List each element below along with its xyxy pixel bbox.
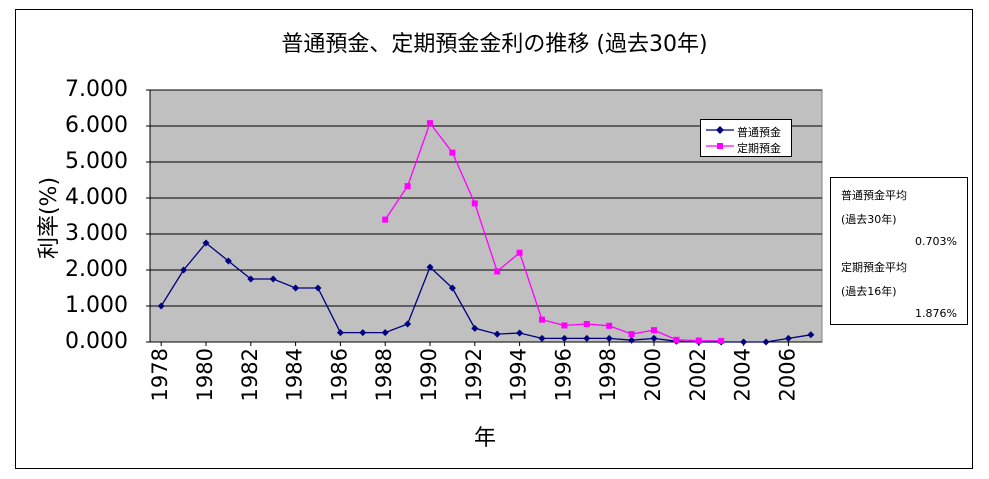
data-point-normal-deposit xyxy=(493,330,501,338)
data-point-normal-deposit xyxy=(471,324,479,332)
legend-swatch-normal xyxy=(706,126,734,134)
data-point-fixed-deposit xyxy=(561,322,568,329)
legend: 普通預金 定期預金 xyxy=(700,119,792,157)
data-point-normal-deposit xyxy=(583,334,591,342)
chart-title: 普通預金、定期預金金利の推移 (過去30年) xyxy=(281,32,708,57)
x-tick-label: 1990 xyxy=(417,348,441,401)
avg-normal-value: 0.703% xyxy=(915,235,957,248)
data-point-fixed-deposit xyxy=(382,216,389,223)
x-axis-label: 年 xyxy=(474,426,496,451)
avg-normal-period: (過去30年) xyxy=(841,213,897,226)
data-point-fixed-deposit xyxy=(494,268,501,275)
data-point-normal-deposit xyxy=(224,257,232,265)
x-tick-label: 1988 xyxy=(372,348,396,401)
x-tick-label: 2002 xyxy=(686,348,710,401)
data-point-fixed-deposit xyxy=(695,337,702,344)
legend-item-normal: 普通預金 xyxy=(705,123,791,139)
data-point-fixed-deposit xyxy=(673,336,680,343)
legend-swatch-fixed xyxy=(706,143,734,149)
data-point-normal-deposit xyxy=(740,338,748,346)
data-point-normal-deposit xyxy=(202,239,210,247)
avg-fixed-value: 1.876% xyxy=(915,307,957,320)
data-point-fixed-deposit xyxy=(471,200,478,207)
data-point-fixed-deposit xyxy=(718,337,725,344)
data-point-normal-deposit xyxy=(180,266,188,274)
data-point-normal-deposit xyxy=(247,275,255,283)
y-tick-label: 7.000 xyxy=(65,77,128,102)
x-tick-label: 1996 xyxy=(551,348,575,401)
data-point-normal-deposit xyxy=(426,263,434,271)
x-tick-label: 1978 xyxy=(148,348,172,401)
avg-fixed-title: 定期預金平均 xyxy=(841,261,907,274)
data-point-fixed-deposit xyxy=(516,249,523,256)
data-point-normal-deposit xyxy=(157,302,165,310)
x-tick-label: 2006 xyxy=(775,348,799,401)
legend-item-fixed: 定期預金 xyxy=(705,139,791,155)
data-point-normal-deposit xyxy=(784,334,792,342)
y-tick-label: 6.000 xyxy=(65,113,128,138)
x-tick-label: 1994 xyxy=(507,348,531,401)
data-point-normal-deposit xyxy=(381,329,389,337)
y-tick-label: 5.000 xyxy=(65,149,128,174)
data-point-fixed-deposit xyxy=(651,327,657,334)
x-tick-label: 1992 xyxy=(462,348,486,401)
y-tick-label: 0.000 xyxy=(65,329,128,354)
data-point-normal-deposit xyxy=(560,334,568,342)
x-tick-label: 2004 xyxy=(731,348,755,401)
data-point-fixed-deposit xyxy=(606,322,613,329)
x-tick-label: 2000 xyxy=(641,348,665,401)
y-tick-label: 4.000 xyxy=(65,185,128,210)
data-point-normal-deposit xyxy=(359,329,367,337)
data-point-normal-deposit xyxy=(538,334,546,342)
average-info-box: 普通預金平均 (過去30年) 0.703% 定期預金平均 (過去16年) 1.8… xyxy=(830,177,968,325)
data-point-normal-deposit xyxy=(314,284,322,292)
legend-label-fixed: 定期預金 xyxy=(737,142,781,155)
data-point-normal-deposit xyxy=(605,334,613,342)
data-point-normal-deposit xyxy=(762,338,770,346)
legend-label-normal: 普通預金 xyxy=(737,126,781,139)
data-point-normal-deposit xyxy=(516,329,524,337)
data-point-normal-deposit xyxy=(292,284,300,292)
data-point-fixed-deposit xyxy=(539,316,545,323)
x-tick-label: 1986 xyxy=(327,348,351,401)
y-tick-label: 1.000 xyxy=(65,293,128,318)
data-point-normal-deposit xyxy=(404,320,412,328)
x-tick-label: 1998 xyxy=(596,348,620,401)
y-tick-label: 3.000 xyxy=(65,221,128,246)
data-point-normal-deposit xyxy=(448,284,456,292)
data-point-normal-deposit xyxy=(650,334,658,342)
y-tick-label: 2.000 xyxy=(65,257,128,282)
y-axis-label: 利率(%) xyxy=(37,177,62,259)
data-point-normal-deposit xyxy=(628,336,636,344)
data-point-normal-deposit xyxy=(269,275,277,283)
x-tick-label: 1982 xyxy=(238,348,262,401)
data-point-fixed-deposit xyxy=(628,331,635,338)
data-point-normal-deposit xyxy=(807,331,815,339)
data-point-normal-deposit xyxy=(336,329,344,337)
data-point-fixed-deposit xyxy=(427,120,433,127)
data-point-fixed-deposit xyxy=(449,149,456,156)
avg-normal-title: 普通預金平均 xyxy=(841,189,907,202)
x-tick-label: 1980 xyxy=(193,348,217,401)
x-tick-label: 1984 xyxy=(283,348,307,401)
data-point-fixed-deposit xyxy=(404,183,411,190)
series-line-fixed-deposit xyxy=(384,121,722,342)
series-line-normal-deposit xyxy=(160,242,811,343)
avg-fixed-period: (過去16年) xyxy=(841,285,897,298)
data-point-fixed-deposit xyxy=(583,321,590,327)
